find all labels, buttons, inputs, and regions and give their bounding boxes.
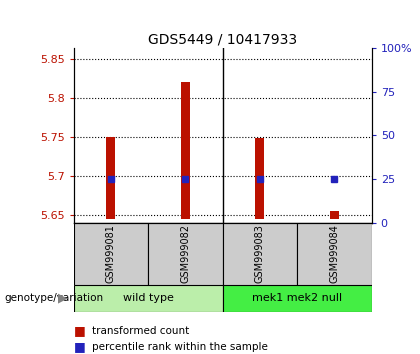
- Bar: [148, 223, 223, 285]
- Text: ■: ■: [74, 341, 89, 353]
- Bar: [223, 223, 297, 285]
- Bar: [181, 82, 190, 219]
- Text: wild type: wild type: [123, 293, 173, 303]
- Text: GSM999084: GSM999084: [329, 224, 339, 284]
- Text: genotype/variation: genotype/variation: [4, 293, 103, 303]
- Bar: [330, 211, 339, 219]
- Text: mek1 mek2 null: mek1 mek2 null: [252, 293, 342, 303]
- Text: ■: ■: [74, 325, 89, 337]
- Bar: [223, 285, 372, 312]
- Bar: [255, 138, 264, 219]
- Text: GSM999083: GSM999083: [255, 224, 265, 284]
- Text: GSM999082: GSM999082: [180, 224, 190, 284]
- Text: transformed count: transformed count: [92, 326, 190, 336]
- Text: GSM999081: GSM999081: [106, 224, 116, 284]
- Title: GDS5449 / 10417933: GDS5449 / 10417933: [148, 33, 297, 47]
- Text: percentile rank within the sample: percentile rank within the sample: [92, 342, 268, 352]
- Bar: [106, 137, 115, 219]
- Bar: [74, 223, 148, 285]
- Bar: [74, 285, 223, 312]
- Bar: [297, 223, 372, 285]
- Text: ▶: ▶: [58, 292, 68, 305]
